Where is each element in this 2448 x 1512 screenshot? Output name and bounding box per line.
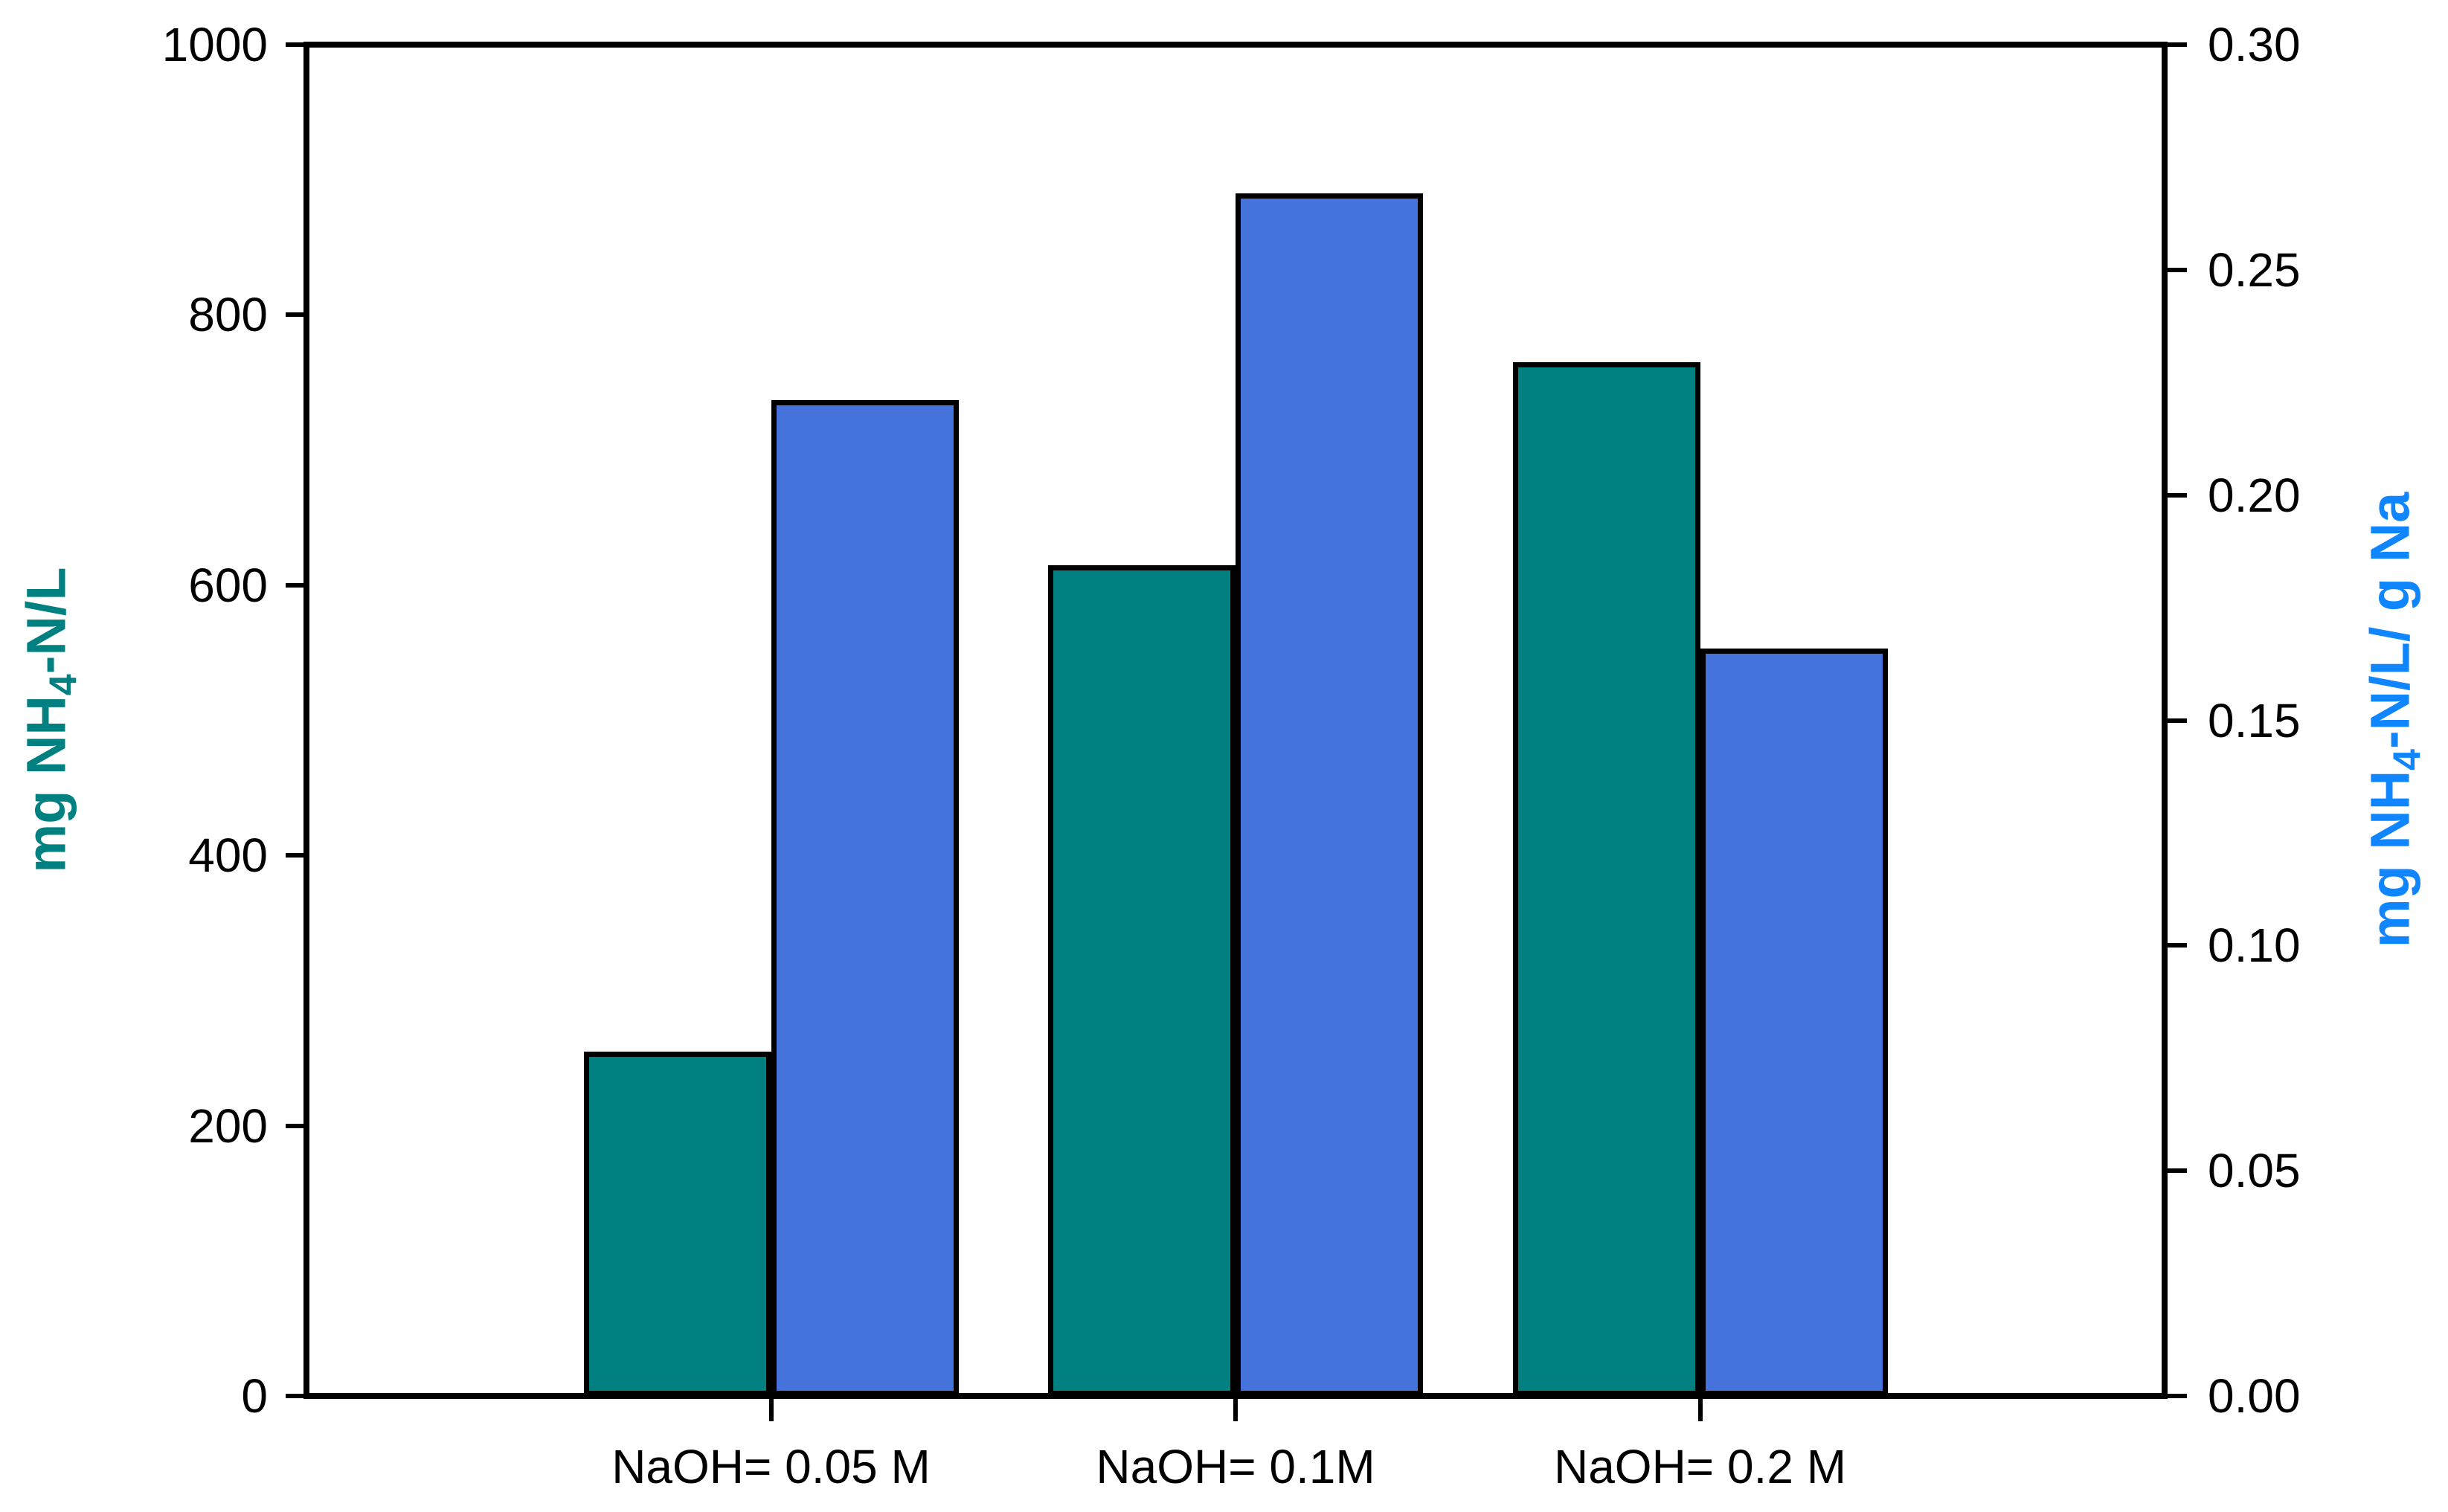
right-axis-tick	[2166, 1168, 2187, 1174]
bar-right-series	[771, 400, 959, 1396]
right-axis-tick	[2166, 718, 2187, 723]
bar-left-series	[583, 1051, 771, 1396]
left-axis-tick-label: 0	[241, 1369, 268, 1423]
left-axis-title: mg NH4-N/L	[16, 567, 85, 872]
right-axis-tick-label: 0.30	[2208, 18, 2301, 71]
bar-left-series	[1512, 361, 1700, 1396]
left-axis-tick	[286, 42, 306, 47]
x-axis-tick	[768, 1399, 774, 1421]
right-axis-title-subscript: 4	[2385, 749, 2428, 771]
right-axis-tick-label: 0.20	[2208, 468, 2301, 522]
x-axis-tick	[1697, 1399, 1703, 1421]
bar-left-series	[1048, 564, 1236, 1396]
left-axis-tick	[286, 1123, 306, 1128]
bar-right-series	[1700, 648, 1888, 1396]
right-axis-tick	[2166, 42, 2187, 47]
right-axis-tick-label: 0.00	[2208, 1369, 2301, 1423]
left-axis-tick-label: 1000	[161, 18, 268, 71]
x-axis-tick	[1233, 1399, 1238, 1421]
left-axis-tick	[286, 312, 306, 318]
left-axis-tick	[286, 1394, 306, 1398]
left-axis-tick	[286, 853, 306, 858]
left-axis-tick-label: 600	[188, 558, 268, 612]
x-axis-tick-label: NaOH= 0.05 M	[611, 1440, 931, 1493]
right-axis-tick-label: 0.10	[2208, 919, 2301, 973]
right-axis-tick-label: 0.05	[2208, 1144, 2301, 1198]
left-axis-title-subscript: 4	[41, 674, 84, 696]
left-axis-tick-label: 400	[188, 829, 268, 883]
right-axis-tick	[2166, 943, 2187, 948]
x-axis-tick-label: NaOH= 0.2 M	[1553, 1440, 1847, 1493]
right-axis-tick-label: 0.15	[2208, 693, 2301, 747]
left-axis-tick-label: 800	[188, 288, 268, 342]
right-axis-tick-label: 0.25	[2208, 242, 2301, 297]
plot-area	[303, 42, 2168, 1399]
bar-right-series	[1236, 193, 1423, 1396]
left-axis-tick	[286, 582, 306, 588]
right-axis-tick	[2166, 267, 2187, 272]
x-axis-tick-label: NaOH= 0.1M	[1096, 1440, 1375, 1493]
right-axis-tick	[2166, 492, 2187, 498]
left-axis-tick-label: 200	[188, 1098, 268, 1153]
right-axis-tick	[2166, 1394, 2187, 1398]
